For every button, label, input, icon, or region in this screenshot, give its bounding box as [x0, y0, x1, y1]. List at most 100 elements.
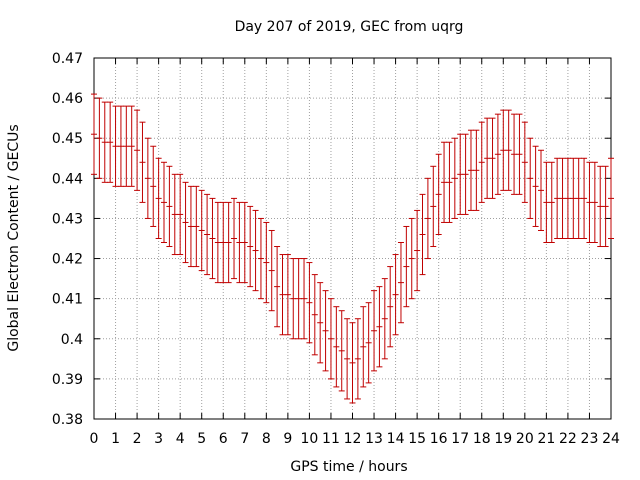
x-tick-label: 20	[516, 431, 534, 447]
x-tick-label: 24	[602, 431, 620, 447]
data-point	[597, 165, 604, 248]
data-point	[521, 121, 528, 203]
x-tick-label: 11	[322, 431, 340, 447]
data-point	[446, 141, 453, 223]
data-point	[236, 201, 243, 284]
x-tick-label: 18	[473, 431, 491, 447]
data-point	[101, 101, 108, 183]
data-point	[177, 173, 184, 256]
x-tick-label: 21	[537, 431, 555, 447]
data-point	[257, 217, 264, 300]
data-point	[354, 318, 361, 400]
data-point	[570, 157, 577, 239]
data-point	[220, 201, 227, 284]
data-point	[317, 282, 324, 364]
data-point	[117, 105, 124, 187]
data-point	[435, 153, 442, 235]
data-point	[171, 173, 178, 256]
data-point	[322, 290, 329, 372]
data-point	[182, 181, 189, 264]
data-point	[306, 262, 313, 344]
data-point	[365, 302, 372, 384]
data-point	[554, 157, 561, 239]
x-tick-label: 19	[494, 431, 512, 447]
data-point	[527, 137, 534, 219]
series-gec	[91, 93, 614, 404]
data-point	[403, 225, 410, 308]
x-tick-label: 12	[344, 431, 362, 447]
x-tick-label: 2	[133, 431, 142, 447]
x-tick-labels: 0 1 2 3 4 5 6 7 8 9 10 11 12 13 14 15 16 17 18 19 20 21 22 23 24	[90, 431, 620, 447]
x-tick-label: 8	[262, 431, 271, 447]
data-point	[478, 121, 485, 203]
data-point	[467, 129, 474, 211]
data-point	[311, 274, 318, 356]
data-point	[295, 258, 302, 340]
data-point	[96, 97, 103, 179]
data-point	[494, 113, 501, 195]
data-point	[586, 161, 593, 244]
data-point	[268, 229, 275, 312]
data-point	[344, 318, 351, 400]
data-point	[419, 193, 426, 276]
y-tick-label: 0.41	[52, 292, 83, 308]
data-point	[91, 93, 97, 175]
data-point	[387, 266, 394, 348]
y-tick-label: 0.44	[52, 171, 83, 187]
data-point	[516, 113, 523, 195]
data-point	[505, 109, 512, 191]
x-tick-label: 10	[301, 431, 319, 447]
data-point	[139, 121, 146, 203]
data-point	[575, 157, 582, 239]
data-point	[397, 242, 404, 324]
data-point	[414, 209, 421, 292]
data-point	[301, 258, 308, 340]
data-point	[209, 197, 216, 280]
data-point	[484, 117, 491, 199]
data-point	[392, 254, 399, 336]
data-point	[559, 157, 566, 239]
data-point	[591, 161, 598, 244]
data-point	[134, 109, 141, 191]
data-point	[193, 185, 200, 268]
data-point	[564, 157, 571, 239]
axis-ticks	[93, 57, 612, 420]
data-point	[252, 209, 259, 292]
y-tick-label: 0.4	[61, 332, 83, 348]
data-point	[381, 278, 388, 360]
x-tick-label: 22	[559, 431, 577, 447]
data-point	[231, 197, 238, 280]
data-point	[338, 310, 345, 392]
data-point	[360, 306, 367, 388]
x-axis-label: GPS time / hours	[290, 459, 407, 475]
data-point	[161, 161, 168, 244]
data-point	[214, 201, 221, 284]
data-point	[500, 109, 507, 191]
data-point	[333, 306, 340, 388]
data-point	[441, 141, 448, 223]
data-point	[376, 286, 383, 368]
data-point	[457, 133, 464, 215]
data-point	[150, 145, 157, 227]
data-point	[473, 129, 480, 211]
data-point	[408, 217, 415, 300]
data-point	[166, 165, 173, 248]
data-point	[263, 221, 270, 304]
data-point	[581, 157, 588, 239]
data-point	[511, 113, 518, 195]
y-tick-label: 0.43	[52, 211, 83, 227]
x-tick-label: 15	[408, 431, 426, 447]
x-tick-label: 4	[176, 431, 185, 447]
data-point	[608, 157, 614, 239]
data-point	[241, 201, 248, 284]
y-tick-label: 0.42	[52, 252, 83, 268]
data-point	[327, 298, 334, 380]
y-tick-labels: 0.38 0.39 0.4 0.41 0.42 0.43 0.44 0.45 0.46 0.47	[52, 51, 83, 428]
y-tick-label: 0.45	[52, 131, 83, 147]
chart-title: Day 207 of 2019, GEC from uqrg	[235, 19, 464, 35]
data-point	[155, 157, 162, 239]
x-tick-label: 13	[365, 431, 383, 447]
y-tick-label: 0.46	[52, 91, 83, 107]
data-point	[198, 189, 205, 272]
